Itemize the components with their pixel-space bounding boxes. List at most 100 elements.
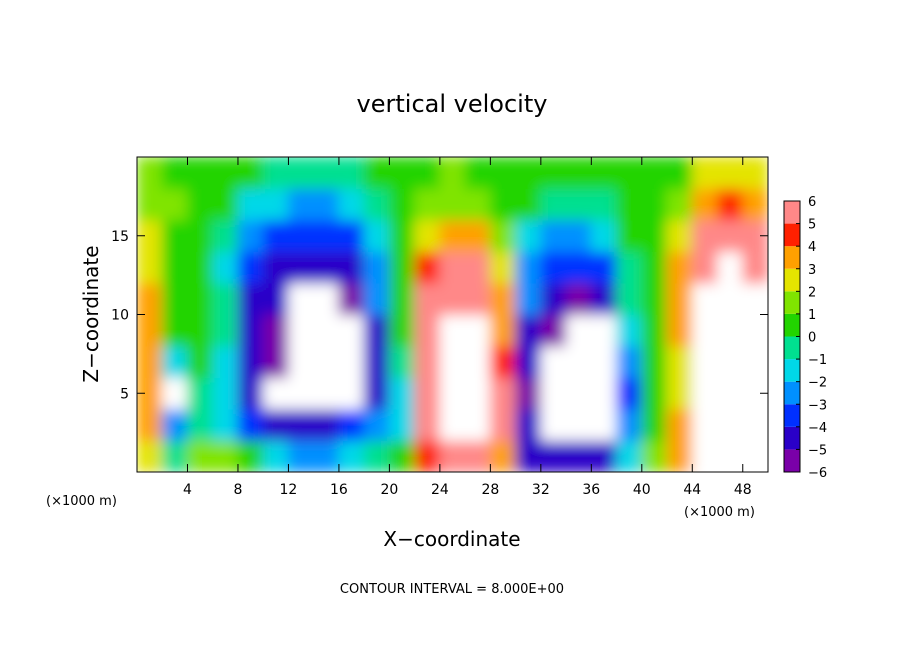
field-cell [186,314,214,347]
field-cell [616,219,643,252]
field-cell [439,282,466,315]
field-cell [742,345,768,378]
field-cell [287,440,315,472]
field-cell [137,188,163,221]
field-cell [515,188,542,221]
field-cell [388,282,416,315]
field-cell [414,377,441,410]
field-cell [717,440,744,472]
field-cell [161,377,188,410]
field-cell [717,282,744,315]
field-cell [540,377,567,410]
field-cell [287,314,315,347]
field-cell [313,314,340,347]
field-cell [237,188,264,221]
field-cell [489,377,517,410]
field-cell [212,377,239,410]
field-cell [666,408,693,441]
field-cell [338,251,365,284]
field-cell [515,314,542,347]
field-cell [186,251,214,284]
annotation: CONTOUR INTERVAL = 8.000E+00 [340,582,564,597]
field-cell [717,219,744,252]
field-cell [388,251,416,284]
field-cell [540,251,567,284]
field-cell [464,219,491,252]
field-cell [565,251,592,284]
field-cell [691,157,719,189]
field-cell [439,157,466,189]
field-cell [717,188,744,221]
field-cell [616,408,643,441]
field-cell [439,219,466,252]
field-cell [641,282,668,315]
field-cell [489,251,517,284]
field-cell [464,157,491,189]
field-cell [161,219,188,252]
field-cell [691,377,719,410]
x-tick-label: 20 [380,482,398,498]
field-cell [464,282,491,315]
field-cell [717,157,744,189]
field-cell [287,408,315,441]
x-tick-label: 12 [280,482,298,498]
field-cell [666,219,693,252]
field-cell [237,377,264,410]
field-cell [287,345,315,378]
x-tick-label: 32 [532,482,550,498]
field-cell [262,408,289,441]
field-cell [590,251,618,284]
field-cell [262,219,289,252]
field-cell [186,188,214,221]
field-cell [363,314,390,347]
colorbar-label: 5 [808,218,816,233]
field-cell [313,157,340,189]
field-cell [363,219,390,252]
field-cell [212,282,239,315]
field-cell [742,251,768,284]
field-cell [287,188,315,221]
field-cell [414,157,441,189]
field-cell [414,282,441,315]
field-cell [313,377,340,410]
field-cell [137,345,163,378]
field-cell [338,282,365,315]
field-cell [464,377,491,410]
field-cell [641,440,668,472]
field-cell [237,314,264,347]
field-cell [439,251,466,284]
field-cell [565,345,592,378]
field-cell [262,440,289,472]
field-cell [338,314,365,347]
field-cell [388,377,416,410]
field-cell [666,377,693,410]
field-cell [616,345,643,378]
field-cell [262,377,289,410]
field-cell [439,377,466,410]
field-cell [565,157,592,189]
field-cell [212,219,239,252]
field-cell [489,282,517,315]
field-cell [717,345,744,378]
field-cell [439,188,466,221]
x-unit-label-right: (×1000 m) [684,505,755,520]
field-cell [691,251,719,284]
colorbar-swatch [784,404,800,427]
field-cell [666,282,693,315]
field-cell [666,314,693,347]
axes: 4 8 12 16 20 24 28 32 36 40 44 4851015−6−5−4−3−2−10… [111,156,827,498]
field-cell [161,188,188,221]
field-cell [489,314,517,347]
field-cell [338,188,365,221]
field-cell [161,408,188,441]
field-cell [262,251,289,284]
field-cell [641,219,668,252]
field-cell [161,157,188,189]
field-cell [666,157,693,189]
field-cell [388,440,416,472]
colorbar-swatch [784,201,800,224]
field-cell [666,188,693,221]
field-cell [313,345,340,378]
field-cell [742,188,768,221]
field-cell [212,345,239,378]
